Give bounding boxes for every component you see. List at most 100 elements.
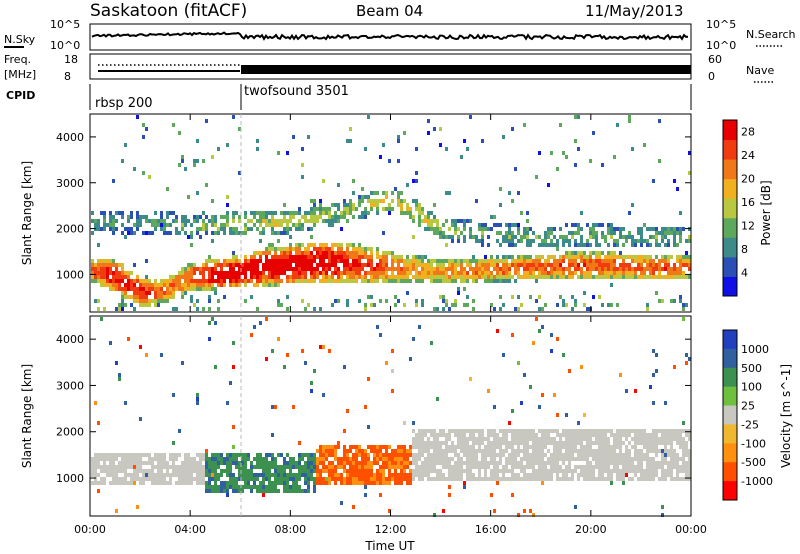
power-cell (613, 259, 616, 263)
velocity-cell (208, 477, 211, 481)
power-cell (595, 239, 598, 243)
velocity-cell (397, 473, 400, 477)
velocity-cell (394, 449, 397, 453)
velocity-cell (523, 453, 526, 457)
power-cell (319, 255, 322, 259)
power-cell (481, 259, 484, 263)
power-cell (184, 267, 187, 271)
velocity-cell (226, 465, 229, 469)
velocity-cell (475, 457, 478, 461)
power-cell (571, 275, 574, 279)
velocity-cell (307, 465, 310, 469)
power-cell (472, 307, 475, 311)
power-cell (286, 211, 289, 215)
velocity-cell (661, 465, 664, 469)
velocity-cell (457, 473, 460, 477)
velocity-cell (184, 465, 187, 469)
power-cell (430, 223, 433, 227)
power-cell (193, 263, 196, 267)
power-cell (295, 227, 298, 231)
power-cell (196, 231, 199, 235)
velocity-cell (205, 457, 208, 461)
power-cell (151, 231, 154, 235)
velocity-cell (625, 473, 628, 477)
velocity-cell (472, 433, 475, 437)
velocity-cell (511, 429, 514, 433)
power-cell (346, 251, 349, 255)
velocity-cell (592, 477, 595, 481)
power-cell (250, 295, 253, 299)
power-cell (523, 263, 526, 267)
velocity-cell (274, 481, 277, 485)
power-cell (541, 263, 544, 267)
power-cell (685, 263, 688, 267)
power-cell (472, 279, 475, 283)
power-cell (355, 259, 358, 263)
power-cell (442, 295, 445, 299)
power-cell (568, 275, 571, 279)
power-cell (523, 227, 526, 231)
velocity-cell (589, 473, 592, 477)
velocity-cell (493, 509, 496, 513)
velocity-cell (151, 461, 154, 465)
velocity-cell (643, 473, 646, 477)
power-cell (181, 155, 184, 159)
velocity-cell (661, 429, 664, 433)
power-cell (280, 263, 283, 267)
power-cell (169, 211, 172, 215)
velocity-cell (400, 473, 403, 477)
velocity-cell (631, 469, 634, 473)
velocity-cell (553, 441, 556, 445)
velocity-cell (286, 489, 289, 493)
velocity-cell (292, 461, 295, 465)
velocity-cell (538, 477, 541, 481)
velocity-cell (613, 465, 616, 469)
velocity-cell (637, 477, 640, 481)
power-cell (259, 239, 262, 243)
power-cell (100, 275, 103, 279)
power-cell (469, 115, 472, 119)
power-cell (661, 255, 664, 259)
power-cell (271, 211, 274, 215)
velocity-cell (226, 493, 229, 497)
power-cell (166, 295, 169, 299)
power-cell (349, 263, 352, 267)
velocity-cell (253, 481, 256, 485)
power-cell (469, 235, 472, 239)
velocity-cell (463, 433, 466, 437)
power-cell (385, 255, 388, 259)
velocity-cell (370, 473, 373, 477)
power-cell (556, 259, 559, 263)
power-cell (121, 291, 124, 295)
power-cell (358, 195, 361, 199)
power-cell (490, 303, 493, 307)
power-cell (310, 271, 313, 275)
velocity-cell (466, 461, 469, 465)
velocity-cell (469, 465, 472, 469)
velocity-cell (148, 453, 151, 457)
power-cell (175, 227, 178, 231)
velocity-cell (568, 469, 571, 473)
power-cell (127, 295, 130, 299)
velocity-cell (151, 469, 154, 473)
velocity-cell (529, 457, 532, 461)
power-cell (355, 207, 358, 211)
power-cell (157, 291, 160, 295)
power-cell (163, 295, 166, 299)
power-cell (364, 271, 367, 275)
velocity-cell (511, 477, 514, 481)
velocity-cell (568, 433, 571, 437)
velocity-cell (280, 473, 283, 477)
velocity-cell (457, 445, 460, 449)
velocity-cell (349, 445, 352, 449)
velocity-cell (493, 429, 496, 433)
power-cell (538, 243, 541, 247)
velocity-cell (424, 473, 427, 477)
power-cell (223, 259, 226, 263)
velocity-cell (349, 477, 352, 481)
velocity-cell (328, 349, 331, 353)
velocity-cell (313, 457, 316, 461)
power-cell (673, 179, 676, 183)
velocity-cell (535, 469, 538, 473)
